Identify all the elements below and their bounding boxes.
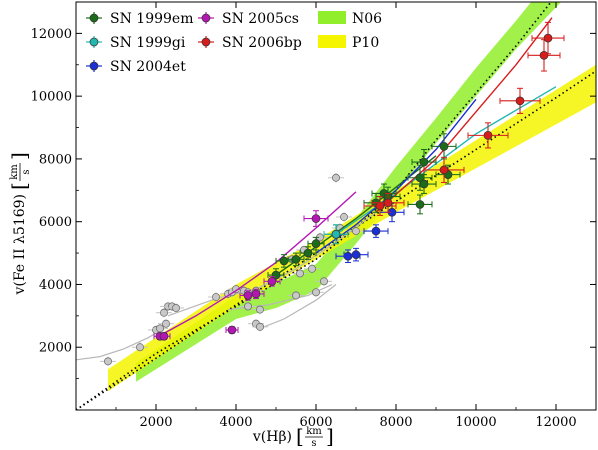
point-sn-1999em: [419, 179, 429, 189]
point-sn-2006bp: [539, 51, 549, 60]
gray-point: [296, 269, 304, 278]
legend: SN 1999em SN 1999gi SN 2004et SN 2005cs SN 2…: [86, 11, 382, 75]
gray-point: [156, 324, 164, 333]
x-axis-unit-numerator: km: [306, 426, 322, 437]
point-sn-1999em: [439, 142, 449, 151]
x-tick-label: 2000: [139, 415, 172, 430]
legend-entry-sn-1999em-marker: [89, 13, 99, 23]
point-sn-1999em: [279, 256, 289, 266]
gray-point: [332, 173, 340, 182]
gray-point: [320, 277, 328, 286]
gray-point: [160, 308, 168, 317]
gray-point: [312, 288, 320, 297]
y-axis-unit-denominator: s: [21, 169, 32, 174]
point-sn-2006bp: [515, 96, 525, 106]
plot-frame: [75, 1, 597, 411]
point-sn-2005cs: [267, 276, 277, 286]
y-tick-label: 10000: [31, 90, 72, 105]
x-axis-unit-denominator: s: [311, 438, 316, 449]
gray-point: [308, 264, 316, 273]
legend-entry-sn-2006bp-label: SN 2006bp: [222, 35, 302, 51]
point-sn-2006bp: [439, 165, 449, 175]
x-axis-label: v(Hβ) [ km s ]: [252, 424, 334, 449]
gray-fit-curve: [76, 327, 165, 361]
x-axis-label-bracket: [: [296, 424, 304, 448]
legend-entry-sn-2005cs-marker: [201, 13, 211, 23]
plot-area: [76, 2, 596, 410]
x-tick-label: 12000: [535, 415, 576, 430]
y-tick-label: 2000: [39, 341, 72, 356]
legend-entry-n06-swatch: [318, 11, 346, 24]
legend-entry-sn-2004et-label: SN 2004et: [110, 59, 186, 75]
y-tick-label: 4000: [39, 278, 72, 293]
point-sn-2006bp: [383, 198, 393, 208]
legend-entry-sn-1999gi-label: SN 1999gi: [110, 35, 186, 51]
point-sn-2006bp: [483, 131, 493, 140]
gray-point: [244, 302, 252, 311]
x-tick-label: 8000: [379, 415, 412, 430]
gray-point: [162, 319, 170, 328]
gray-point: [256, 322, 264, 331]
fit-line-sn-2005cs: [155, 191, 357, 339]
legend-entry-sn-1999gi-marker: [89, 37, 99, 47]
point-sn-2005cs: [311, 214, 321, 223]
gray-point: [172, 304, 180, 312]
y-axis-label: v(Fe II λ5169) [ km s ]: [7, 152, 32, 295]
point-sn-1999em: [419, 157, 429, 167]
point-sn-1999em: [415, 200, 425, 209]
gray-point: [104, 357, 112, 366]
point-sn-2006bp: [375, 201, 385, 211]
gray-fit-curve: [259, 284, 337, 329]
legend-entry-p10-swatch: [318, 35, 346, 48]
legend-entry-sn-1999em-label: SN 1999em: [110, 11, 193, 27]
point-sn-1999em: [291, 255, 301, 264]
y-axis-label-bracket-close: ]: [7, 152, 31, 160]
axis-ticks: 2000 4000 6000 8000 10000 12000 2000 4000 6000 80…: [31, 2, 596, 430]
gray-point: [212, 293, 220, 301]
gray-point: [256, 305, 264, 314]
y-axis-label-text: v(Fe II λ5169): [12, 194, 28, 296]
point-sn-2004et: [371, 226, 381, 236]
x-axis-label-bracket-close: ]: [326, 424, 334, 448]
point-sn-2005cs: [159, 331, 169, 341]
legend-entry-sn-2005cs-label: SN 2005cs: [222, 11, 299, 27]
y-axis-unit-numerator: km: [9, 164, 20, 180]
point-sn-1999em: [311, 239, 321, 249]
y-tick-label: 12000: [31, 27, 72, 42]
x-tick-label: 4000: [219, 415, 252, 430]
x-axis-label-text: v(Hβ): [252, 429, 292, 445]
point-sn-1999gi: [331, 229, 341, 239]
gray-point: [136, 343, 144, 352]
legend-entry-p10-label: P10: [352, 35, 379, 51]
legend-entry-sn-2004et-marker: [89, 61, 99, 71]
legend-entry-sn-2006bp-marker: [201, 37, 211, 47]
point-sn-1999em: [303, 248, 313, 258]
point-sn-2006bp: [543, 33, 553, 43]
y-tick-label: 6000: [39, 215, 72, 230]
band-n06: [136, 2, 562, 382]
gray-point: [352, 227, 360, 236]
gray-point: [292, 291, 300, 300]
legend-entry-n06-label: N06: [352, 11, 382, 27]
x-tick-label: 6000: [299, 415, 332, 430]
point-sn-2005cs: [227, 325, 237, 335]
y-tick-label: 8000: [39, 152, 72, 167]
x-tick-label: 10000: [455, 415, 496, 430]
point-sn-2005cs: [251, 289, 261, 299]
point-sn-2004et: [351, 250, 361, 259]
point-sn-2004et: [343, 251, 353, 261]
dotted-relation-line: [76, 2, 553, 410]
y-axis-label-bracket: [: [7, 182, 31, 190]
gray-point: [340, 213, 348, 221]
